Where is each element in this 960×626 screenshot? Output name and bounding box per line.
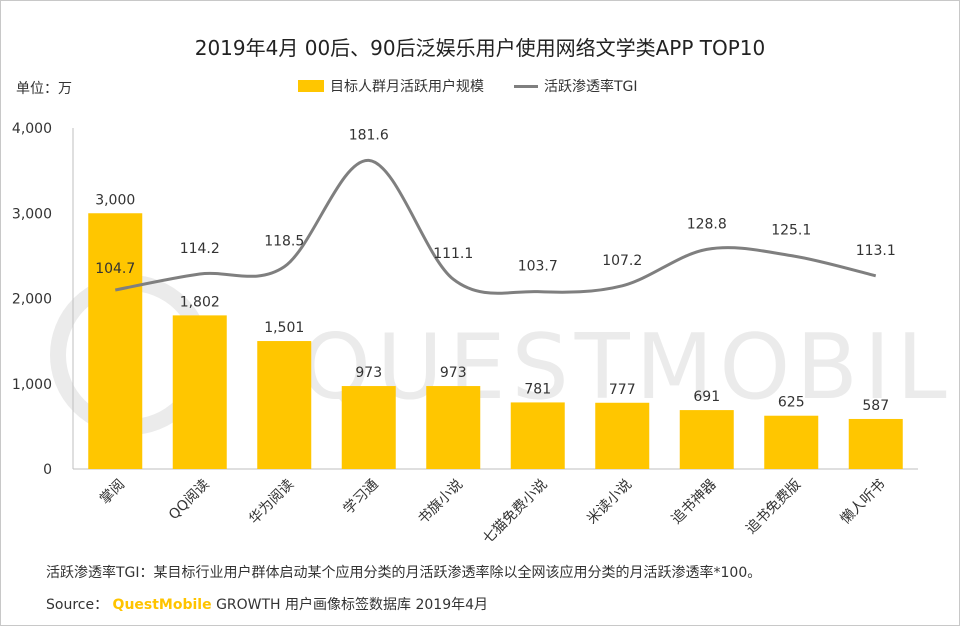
bar <box>510 402 565 469</box>
tgi-value-label: 118.5 <box>264 234 304 250</box>
bar <box>764 415 819 469</box>
bar-value-label: 1,802 <box>180 294 220 310</box>
tgi-value-label: 114.2 <box>180 241 220 257</box>
bar <box>257 341 312 469</box>
tgi-value-label: 128.8 <box>687 216 727 232</box>
x-tick-label: 米读小说 <box>583 476 635 528</box>
bar <box>341 386 396 469</box>
bar <box>172 315 227 469</box>
bar-value-label: 587 <box>862 398 889 414</box>
watermark-text: QUESTMOBILE <box>300 315 960 420</box>
source-prefix: Source： <box>46 597 109 613</box>
bar-value-label: 781 <box>524 381 551 397</box>
chart-title: 2019年4月 00后、90后泛娱乐用户使用网络文学类APP TOP10 <box>194 36 766 60</box>
bar-value-label: 973 <box>355 365 382 381</box>
x-tick-label: 追书免费版 <box>743 477 804 538</box>
y-tick-label: 0 <box>43 462 52 478</box>
bar-value-label: 625 <box>778 395 805 411</box>
y-tick-label: 4,000 <box>12 121 52 137</box>
tgi-value-label: 181.6 <box>349 127 389 143</box>
source-line: Source： QuestMobile GROWTH 用户画像标签数据库 201… <box>46 594 488 614</box>
legend-line-label: 活跃渗透率TGI <box>544 79 638 95</box>
x-tick-label: 懒人听书 <box>838 477 889 528</box>
bar-value-label: 777 <box>609 382 636 398</box>
bar-value-label: 973 <box>440 365 467 381</box>
x-tick-label: 掌阅 <box>97 477 128 508</box>
tgi-value-label: 125.1 <box>771 223 811 239</box>
legend-bar-label: 目标人群月活跃用户规模 <box>330 79 484 95</box>
y-tick-label: 2,000 <box>12 292 52 308</box>
bar-value-label: 1,501 <box>264 320 304 336</box>
source-text: GROWTH 用户画像标签数据库 2019年4月 <box>216 597 489 613</box>
tgi-value-label: 111.1 <box>433 246 473 262</box>
x-tick-label: 追书神器 <box>669 477 720 528</box>
legend-line-swatch <box>514 84 538 88</box>
tgi-value-label: 113.1 <box>856 243 896 259</box>
tgi-value-label: 104.7 <box>95 261 135 277</box>
tgi-value-label: 107.2 <box>602 253 642 269</box>
tgi-value-label: 103.7 <box>518 259 558 275</box>
x-tick-label: 华为阅读 <box>245 476 297 528</box>
y-tick-label: 1,000 <box>12 377 52 393</box>
bar <box>848 418 903 469</box>
tgi-line <box>114 158 877 295</box>
source-brand: QuestMobile <box>112 597 212 613</box>
x-tick-label: 书旗小说 <box>415 477 466 528</box>
bar <box>679 410 734 469</box>
footnote: 活跃渗透率TGI：某目标行业用户群体启动某个应用分类的月活跃渗透率除以全网该应用… <box>46 565 762 581</box>
bar-value-label: 3,000 <box>95 192 135 208</box>
bar <box>595 402 650 469</box>
y-tick-label: 3,000 <box>12 206 52 222</box>
unit-label: 单位：万 <box>16 81 72 97</box>
x-tick-label: QQ阅读 <box>165 476 212 523</box>
bar <box>426 386 481 469</box>
bar <box>88 213 143 469</box>
x-tick-label: 学习通 <box>341 477 382 518</box>
x-tick-label: 七猫免费小说 <box>480 477 551 548</box>
legend: 目标人群月活跃用户规模 活跃渗透率TGI <box>298 76 638 96</box>
legend-bar-swatch <box>298 80 324 92</box>
bar-value-label: 691 <box>693 389 720 405</box>
